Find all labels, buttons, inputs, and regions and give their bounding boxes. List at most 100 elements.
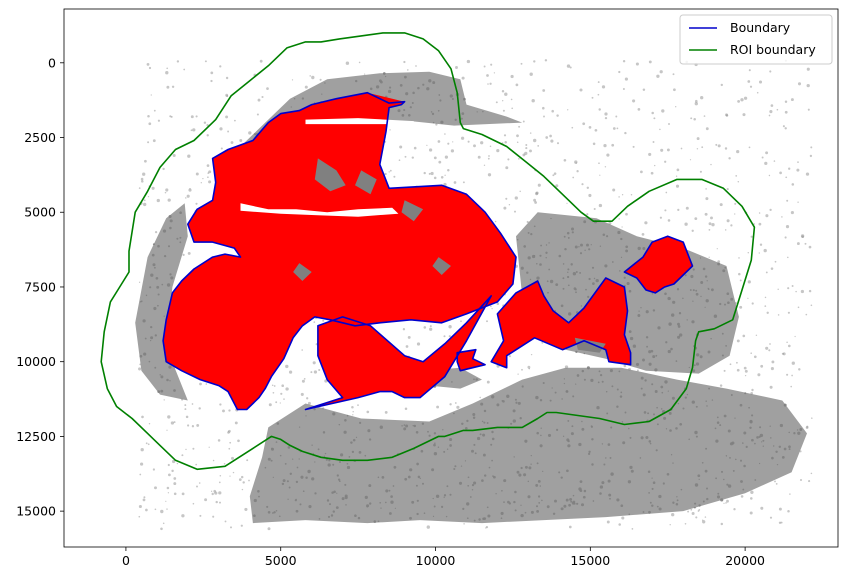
cell-point <box>246 459 249 462</box>
cell-point <box>567 109 569 111</box>
cell-point <box>140 462 144 466</box>
cell-point <box>463 523 465 525</box>
cell-point <box>380 80 383 84</box>
cell-point <box>756 91 759 94</box>
cell-point <box>667 219 671 222</box>
cell-point <box>717 262 721 266</box>
cell-point <box>151 253 155 257</box>
cell-point <box>556 142 560 145</box>
cell-point <box>157 304 159 307</box>
cell-point <box>388 171 390 173</box>
cell-point <box>715 439 719 443</box>
cell-point <box>248 131 252 135</box>
cell-point <box>147 443 150 446</box>
cell-point <box>622 59 626 63</box>
cell-point <box>205 383 208 385</box>
cell-point <box>656 505 659 508</box>
cell-point <box>788 431 790 434</box>
cell-point <box>447 142 450 145</box>
cell-point <box>550 139 554 143</box>
cell-point <box>806 67 810 71</box>
cell-point <box>647 412 650 415</box>
cell-point <box>157 293 160 296</box>
cell-point <box>643 411 647 414</box>
cell-point <box>667 390 669 392</box>
cell-point <box>642 88 646 91</box>
cell-point <box>141 300 143 302</box>
cell-point <box>166 429 168 431</box>
cell-point <box>608 221 612 225</box>
cell-point <box>458 481 463 485</box>
cell-point <box>338 460 342 464</box>
cell-point <box>769 425 771 427</box>
cell-point <box>487 173 492 177</box>
cell-point <box>403 108 406 112</box>
cell-point <box>555 184 559 188</box>
cell-point <box>163 254 167 258</box>
cell-point <box>293 97 296 100</box>
cell-point <box>390 500 394 504</box>
cell-point <box>409 106 412 109</box>
cell-point <box>672 73 675 76</box>
cell-point <box>624 411 627 414</box>
cell-point <box>743 366 747 370</box>
cell-point <box>491 437 495 441</box>
cell-point <box>690 274 694 279</box>
cell-point <box>740 98 744 102</box>
cell-point <box>185 415 189 419</box>
cell-cluster-0 <box>218 71 523 174</box>
cell-point <box>415 431 419 434</box>
cell-point <box>159 374 161 376</box>
cell-point <box>409 516 412 520</box>
cell-point <box>306 397 309 400</box>
cell-point <box>284 462 287 465</box>
cell-point <box>552 512 556 516</box>
legend-label-roi-boundary: ROI boundary <box>730 42 816 57</box>
cell-point <box>692 300 694 302</box>
cell-point <box>716 416 719 419</box>
cell-point <box>485 527 487 529</box>
cell-point <box>755 334 758 336</box>
cell-point <box>176 462 179 465</box>
cell-point <box>367 429 371 433</box>
cell-point <box>806 83 810 88</box>
cell-point <box>616 405 619 408</box>
cell-point <box>612 188 616 192</box>
cell-point <box>632 344 637 348</box>
cell-point <box>646 345 648 348</box>
cell-point <box>448 335 451 338</box>
cell-scatter-layer <box>135 59 813 531</box>
cell-point <box>591 96 594 99</box>
cell-point <box>351 450 355 454</box>
cell-point <box>525 147 528 150</box>
cell-point <box>530 454 532 457</box>
cell-point <box>146 63 150 66</box>
cell-point <box>769 385 773 389</box>
cell-point <box>748 406 750 409</box>
cell-point <box>173 421 176 424</box>
cell-point <box>664 292 667 296</box>
cell-point <box>528 368 530 370</box>
cell-point <box>323 455 326 458</box>
cell-point <box>797 431 801 435</box>
cell-point <box>563 504 567 508</box>
cell-point <box>591 463 594 466</box>
cell-point <box>737 181 740 183</box>
cell-point <box>503 206 507 210</box>
cell-point <box>350 441 353 444</box>
cell-point <box>483 409 487 413</box>
cell-point <box>150 273 154 277</box>
cell-point <box>642 247 646 250</box>
cell-point <box>725 113 728 117</box>
cell-point <box>179 211 182 214</box>
cell-point <box>338 423 341 426</box>
cell-point <box>695 99 698 103</box>
cell-point <box>604 264 608 268</box>
cell-point <box>541 499 543 502</box>
cell-point <box>659 216 663 219</box>
cell-point <box>751 438 754 442</box>
cell-point <box>787 344 791 348</box>
cell-point <box>533 225 536 228</box>
cell-point <box>527 495 531 499</box>
cell-point <box>563 378 566 380</box>
